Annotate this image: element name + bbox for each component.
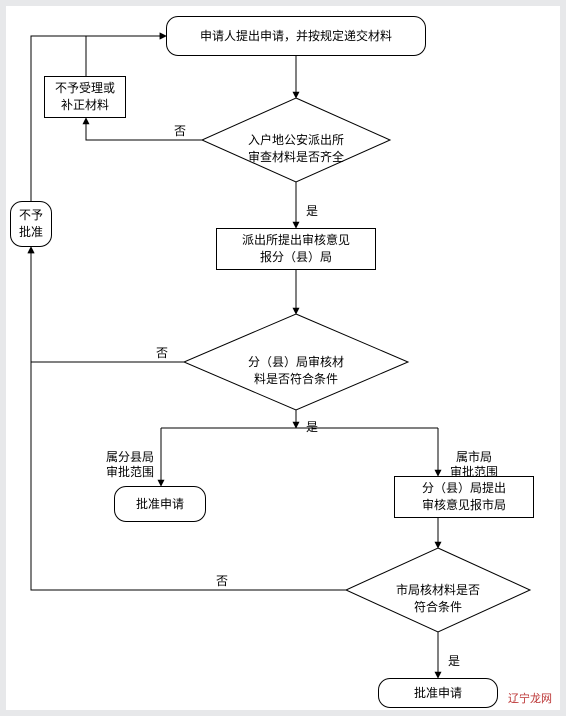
- edge-label-e_n6_no: 否: [156, 344, 168, 361]
- node-apply: 申请人提出申请，并按规定递交材料: [166, 16, 426, 56]
- node-county-to-city-text: 分（县）局提出 审核意见报市局: [422, 480, 506, 514]
- node-not-approve-text: 不予 批准: [19, 207, 43, 241]
- branch-county-scope-label: 属分县局 审批范围: [106, 434, 154, 481]
- branch-city-scope-label: 属市局 审批范围: [450, 434, 498, 481]
- edge-e_n10_no: [31, 247, 346, 590]
- edge-e_n5_up: [31, 36, 166, 201]
- node-station-opinion-text: 派出所提出审核意见 报分（县）局: [242, 232, 350, 266]
- edge-label-e_n6_yes: 是: [306, 418, 318, 435]
- node-final-approve: 批准申请: [378, 678, 498, 708]
- watermark-primary-text: 辽宁龙网: [508, 693, 552, 705]
- node-reject-material-text: 不予受理或 补正材料: [55, 80, 115, 114]
- flowchart-canvas: 申请人提出申请，并按规定递交材料 不予受理或 补正材料 入户地公安派出所 审查材…: [6, 6, 560, 710]
- edge-label-e_n10_no: 否: [216, 572, 228, 589]
- edge-label-e_n10_yes: 是: [448, 652, 460, 669]
- branch-city-scope-text: 属市局 审批范围: [450, 450, 498, 480]
- node-not-approve: 不予 批准: [10, 201, 52, 247]
- node-final-approve-text: 批准申请: [414, 685, 462, 702]
- branch-county-scope-text: 属分县局 审批范围: [106, 450, 154, 480]
- node-reject-material: 不予受理或 补正材料: [44, 76, 126, 118]
- node-apply-text: 申请人提出申请，并按规定递交材料: [200, 28, 392, 45]
- node-approve-text: 批准申请: [136, 496, 184, 513]
- edge-label-e_n3_no: 否: [174, 122, 186, 139]
- node-approve: 批准申请: [114, 486, 206, 522]
- edge-e_n2_n1: [86, 36, 166, 76]
- edge-label-e_n3_yes: 是: [306, 202, 318, 219]
- node-county-to-city: 分（县）局提出 审核意见报市局: [394, 476, 534, 518]
- node-station-opinion: 派出所提出审核意见 报分（县）局: [216, 228, 376, 270]
- watermark-primary: 辽宁龙网: [508, 690, 552, 706]
